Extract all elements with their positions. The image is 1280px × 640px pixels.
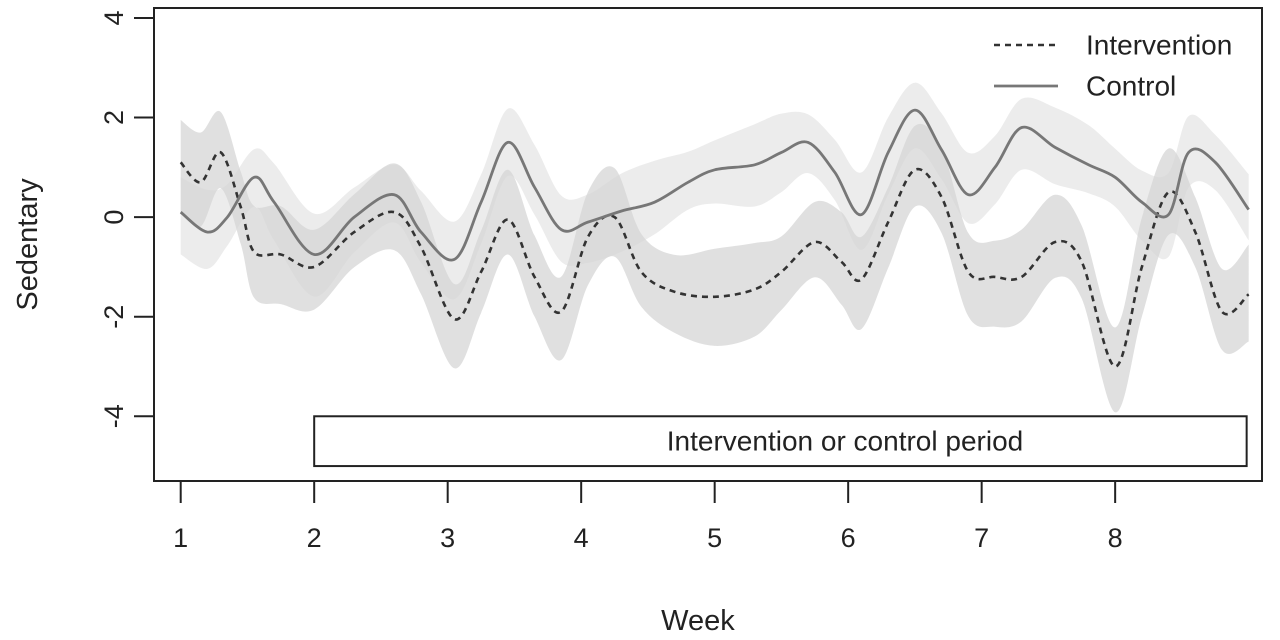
y-ticks: -4 -2 0 2 4 (99, 10, 154, 428)
x-tick-label: 7 (974, 523, 989, 553)
legend: Intervention Control (994, 30, 1232, 102)
plot-frame (153, 7, 1263, 482)
series-line-control (179, 108, 1250, 262)
legend-label-intervention: Intervention (1086, 30, 1232, 61)
x-tick-label: 5 (707, 523, 722, 553)
x-tick-label: 6 (841, 523, 856, 553)
x-tick-label: 4 (574, 523, 589, 553)
x-tick-label: 1 (173, 523, 188, 553)
y-tick-label: 4 (99, 10, 129, 25)
annotation-label: Intervention or control period (667, 426, 1023, 457)
series-lines (179, 108, 1250, 368)
confidence-bands (180, 82, 1249, 413)
y-tick-label: 0 (99, 210, 129, 225)
legend-label-control: Control (1086, 71, 1176, 102)
x-tick-label: 2 (307, 523, 322, 553)
y-tick-label: 2 (99, 110, 129, 125)
y-tick-label: -4 (99, 404, 129, 428)
confidence-band-intervention (180, 110, 1249, 413)
x-ticks: 1 2 3 4 5 6 7 8 (173, 481, 1123, 553)
y-axis-title: Sedentary (12, 178, 44, 311)
x-tick-label: 3 (440, 523, 455, 553)
annotation-box (313, 415, 1248, 468)
axes: 1 2 3 4 5 6 7 8 -4 -2 0 2 4 (99, 7, 1263, 553)
confidence-band-control (180, 82, 1249, 300)
x-axis-title: Week (661, 605, 735, 637)
y-tick-label: -2 (99, 305, 129, 329)
x-tick-label: 8 (1108, 523, 1123, 553)
